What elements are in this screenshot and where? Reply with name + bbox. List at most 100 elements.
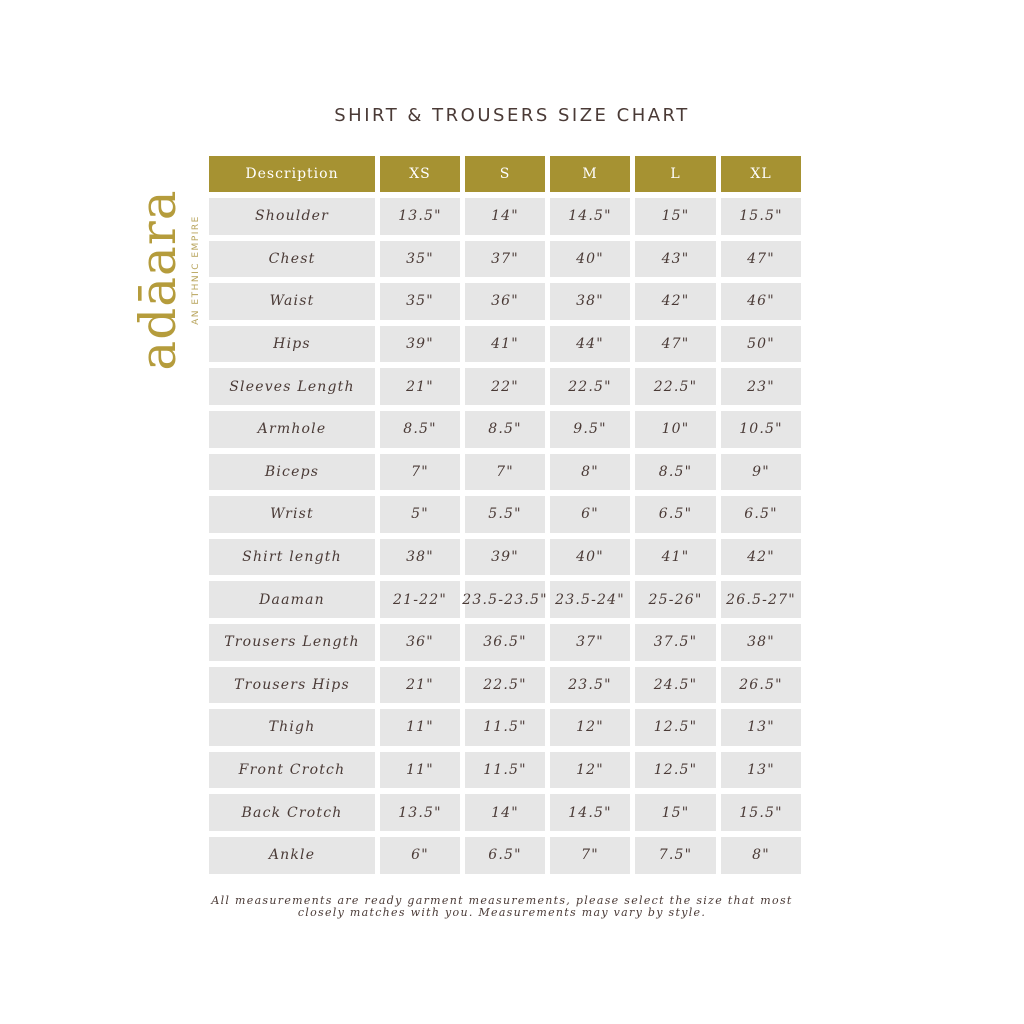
- measurement-cell: 39": [465, 538, 545, 576]
- measurement-cell: 42": [721, 538, 801, 576]
- measurement-cell: 8": [550, 453, 630, 491]
- measurement-cell: 14": [465, 794, 545, 831]
- measurement-cell: 50": [721, 325, 801, 363]
- row-label: Trousers Length: [209, 623, 375, 661]
- measurement-cell: 41": [635, 538, 716, 576]
- measurement-cell: 6.5": [635, 496, 716, 533]
- measurement-cell: 9": [721, 453, 801, 491]
- row-label: Armhole: [209, 410, 375, 448]
- measurement-cell: 6.5": [721, 496, 801, 533]
- row-label: Chest: [209, 240, 375, 278]
- measurement-cell: 14.5": [550, 794, 630, 831]
- measurement-cell: 15": [635, 198, 716, 235]
- measurement-cell: 11": [380, 709, 460, 746]
- measurement-cell: 5.5": [465, 496, 545, 533]
- header-size-xs: XS: [380, 156, 460, 192]
- note-line-1: All measurements are ready garment measu…: [211, 894, 793, 907]
- logo-wordmark: adāara: [129, 189, 187, 371]
- row-label: Wrist: [209, 496, 375, 533]
- measurement-cell: 47": [635, 325, 716, 363]
- measurement-cell: 7": [465, 453, 545, 491]
- measurement-cell: 42": [635, 283, 716, 320]
- measurement-cell: 10": [635, 410, 716, 448]
- measurement-cell: 38": [721, 623, 801, 661]
- measurement-cell: 15.5": [721, 794, 801, 831]
- measurement-cell: 8": [721, 836, 801, 874]
- row-label: Ankle: [209, 836, 375, 874]
- row-label: Shoulder: [209, 198, 375, 235]
- measurement-cell: 37": [550, 623, 630, 661]
- measurement-cell: 23.5": [550, 666, 630, 704]
- measurement-cell: 8.5": [635, 453, 716, 491]
- row-label: Biceps: [209, 453, 375, 491]
- measurement-cell: 21": [380, 666, 460, 704]
- measurement-cell: 7": [380, 453, 460, 491]
- measurement-cell: 21": [380, 368, 460, 405]
- measurement-cell: 23.5-23.5": [462, 581, 547, 618]
- measurement-cell: 46": [721, 283, 801, 320]
- measurement-cell: 35": [380, 283, 460, 320]
- measurement-cell: 12": [550, 709, 630, 746]
- measurement-cell: 40": [550, 538, 630, 576]
- row-label: Sleeves Length: [209, 368, 375, 405]
- measurement-cell: 22": [465, 368, 545, 405]
- measurement-cell: 13": [721, 751, 801, 789]
- measurement-cell: 12": [550, 751, 630, 789]
- measurement-cell: 39": [380, 325, 460, 363]
- measurement-cell: 6.5": [465, 836, 545, 874]
- row-label: Front Crotch: [209, 751, 375, 789]
- measurement-cell: 40": [550, 240, 630, 278]
- measurement-cell: 11.5": [465, 751, 545, 789]
- measurement-cell: 5": [380, 496, 460, 533]
- measurement-cell: 44": [550, 325, 630, 363]
- measurement-cell: 13": [721, 709, 801, 746]
- measurement-cell: 11": [380, 751, 460, 789]
- measurement-cell: 14.5": [550, 198, 630, 235]
- row-label: Waist: [209, 283, 375, 320]
- row-label: Hips: [209, 325, 375, 363]
- size-chart-table: Description XS S M L XL Shoulder 13.5" 14" 14.5" 1…: [209, 156, 801, 874]
- measurement-cell: 38": [550, 283, 630, 320]
- measurement-cell: 22.5": [465, 666, 545, 704]
- header-size-s: S: [465, 156, 545, 192]
- header-size-l: L: [635, 156, 716, 192]
- row-label: Shirt length: [209, 538, 375, 576]
- row-label: Back Crotch: [209, 794, 375, 831]
- measurement-cell: 22.5": [635, 368, 716, 405]
- measurement-cell: 35": [380, 240, 460, 278]
- measurement-cell: 15": [635, 794, 716, 831]
- measurement-cell: 36.5": [465, 623, 545, 661]
- measurement-cell: 26.5-27": [721, 581, 801, 618]
- measurement-cell: 38": [380, 538, 460, 576]
- row-label: Trousers Hips: [209, 666, 375, 704]
- row-label: Daaman: [209, 581, 375, 618]
- measurement-cell: 13.5": [380, 794, 460, 831]
- measurement-cell: 26.5": [721, 666, 801, 704]
- measurement-cell: 11.5": [465, 709, 545, 746]
- header-size-m: M: [550, 156, 630, 192]
- page-title: SHIRT & TROUSERS SIZE CHART: [334, 105, 690, 126]
- measurement-cell: 24.5": [635, 666, 716, 704]
- note-line-2: closely matches with you. Measurements m…: [297, 906, 707, 919]
- measurement-cell: 8.5": [465, 410, 545, 448]
- row-label: Thigh: [209, 709, 375, 746]
- measurement-cell: 36": [380, 623, 460, 661]
- measurement-cell: 9.5": [550, 410, 630, 448]
- measurement-cell: 6": [550, 496, 630, 533]
- measurement-note: All measurements are ready garment measu…: [200, 895, 804, 919]
- measurement-cell: 15.5": [721, 198, 801, 235]
- logo-tagline: AN ETHNIC EMPIRE: [191, 215, 201, 325]
- measurement-cell: 22.5": [550, 368, 630, 405]
- measurement-cell: 14": [465, 198, 545, 235]
- measurement-cell: 10.5": [721, 410, 801, 448]
- measurement-cell: 13.5": [380, 198, 460, 235]
- measurement-cell: 25-26": [635, 581, 716, 618]
- measurement-cell: 12.5": [635, 751, 716, 789]
- measurement-cell: 47": [721, 240, 801, 278]
- measurement-cell: 37.5": [635, 623, 716, 661]
- header-size-xl: XL: [721, 156, 801, 192]
- measurement-cell: 23": [721, 368, 801, 405]
- measurement-cell: 41": [465, 325, 545, 363]
- measurement-cell: 43": [635, 240, 716, 278]
- measurement-cell: 6": [380, 836, 460, 874]
